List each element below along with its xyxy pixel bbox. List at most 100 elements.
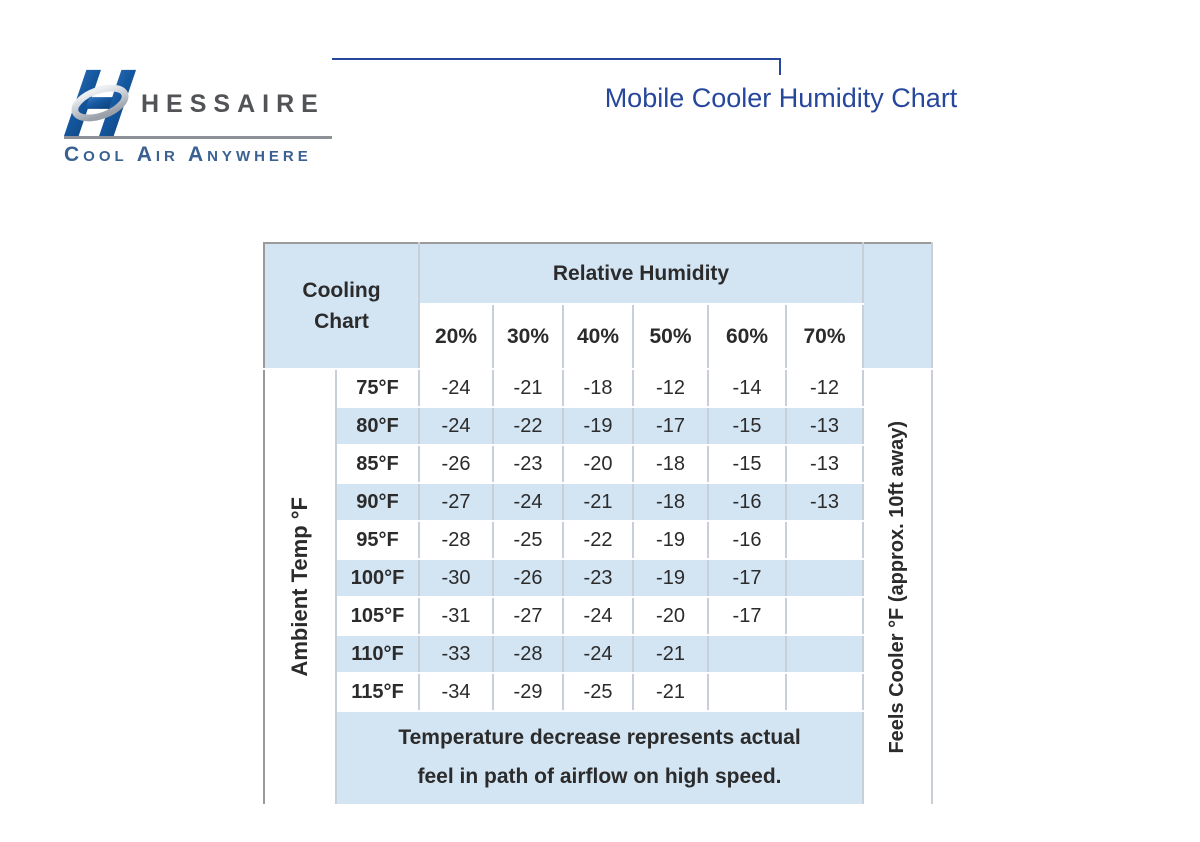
- humidity-value-cell: -14: [708, 369, 787, 408]
- table-row: 105°F -31 -27 -24 -20 -17: [264, 597, 932, 636]
- humidity-value-cell: -21: [493, 369, 564, 408]
- humidity-value-cell: -12: [633, 369, 709, 408]
- humidity-value-cell: [708, 635, 787, 674]
- footnote-text: feel in path of airflow on high speed.: [417, 765, 782, 788]
- humidity-value-cell: [786, 559, 864, 598]
- humidity-value-cell: -21: [633, 635, 709, 674]
- humidity-value-cell: -34: [419, 673, 494, 712]
- humidity-value-cell: -31: [419, 597, 494, 636]
- temp-label-cell: 115°F: [336, 673, 420, 712]
- humidity-value-cell: -27: [419, 483, 494, 522]
- humidity-value-cell: -24: [563, 635, 634, 674]
- feels-cooler-axis-label: Feels Cooler °F (approx. 10ft away): [886, 420, 908, 754]
- footnote-row: Temperature decrease represents actual fe…: [264, 711, 932, 806]
- humidity-value-cell: -22: [563, 521, 634, 560]
- humidity-value-cell: -24: [493, 483, 564, 522]
- brand-tagline: Cool Air Anywhere: [64, 143, 312, 166]
- humidity-value-cell: -28: [493, 635, 564, 674]
- humidity-col-header: 60%: [708, 304, 787, 370]
- humidity-value-cell: -18: [633, 445, 709, 484]
- humidity-value-cell: -26: [419, 445, 494, 484]
- title-bracket-line: [332, 58, 781, 75]
- humidity-value-cell: -16: [708, 521, 787, 560]
- table-row: 90°F -27 -24 -21 -18 -16 -13: [264, 483, 932, 522]
- ambient-temp-axis-label: Ambient Temp °F: [287, 497, 312, 677]
- temp-label-cell: 105°F: [336, 597, 420, 636]
- temp-label-cell: 95°F: [336, 521, 420, 560]
- humidity-value-cell: -18: [563, 369, 634, 408]
- humidity-value-cell: -15: [708, 445, 787, 484]
- humidity-value-cell: -17: [633, 407, 709, 446]
- humidity-value-cell: -24: [419, 369, 494, 408]
- temp-label-cell: 75°F: [336, 369, 420, 408]
- humidity-value-cell: -18: [633, 483, 709, 522]
- humidity-value-cell: -19: [633, 521, 709, 560]
- humidity-col-header: 30%: [493, 304, 564, 370]
- humidity-value-cell: -20: [633, 597, 709, 636]
- feels-cooler-header-spacer: [863, 243, 933, 370]
- humidity-col-header: 50%: [633, 304, 709, 370]
- humidity-value-cell: -13: [786, 407, 864, 446]
- humidity-value-cell: -21: [563, 483, 634, 522]
- humidity-value-cell: -22: [493, 407, 564, 446]
- hessaire-h-icon: [63, 69, 137, 137]
- relative-humidity-header: Relative Humidity: [419, 243, 864, 305]
- table-row: 115°F -34 -29 -25 -21: [264, 673, 932, 712]
- humidity-value-cell: -15: [708, 407, 787, 446]
- table-row: 80°F -24 -22 -19 -17 -15 -13: [264, 407, 932, 446]
- humidity-value-cell: -30: [419, 559, 494, 598]
- table-header-row-group: Cooling Chart Relative Humidity: [264, 243, 933, 370]
- table-row: 100°F -30 -26 -23 -19 -17: [264, 559, 932, 598]
- humidity-value-cell: -12: [786, 369, 864, 408]
- humidity-value-cell: -19: [633, 559, 709, 598]
- brand-name: HESSAIRE: [141, 90, 325, 118]
- table-row: Ambient Temp °F 75°F -24 -21 -18 -12 -14 -12 Fee…: [264, 369, 933, 806]
- humidity-col-header: 70%: [786, 304, 864, 370]
- humidity-value-cell: -29: [493, 673, 564, 712]
- humidity-value-cell: -23: [563, 559, 634, 598]
- humidity-value-cell: -25: [493, 521, 564, 560]
- footnote-cell: Temperature decrease represents actual fe…: [336, 711, 864, 806]
- temp-label-cell: 100°F: [336, 559, 420, 598]
- humidity-value-cell: -28: [419, 521, 494, 560]
- temp-label-cell: 90°F: [336, 483, 420, 522]
- table-row: 95°F -28 -25 -22 -19 -16: [264, 521, 932, 560]
- humidity-value-cell: -25: [563, 673, 634, 712]
- humidity-value-cell: -33: [419, 635, 494, 674]
- humidity-value-cell: -24: [563, 597, 634, 636]
- footnote-text: Temperature decrease represents actual: [398, 726, 801, 750]
- humidity-col-header: 20%: [419, 304, 494, 370]
- feels-cooler-axis-cell: Feels Cooler °F (approx. 10ft away): [863, 369, 933, 806]
- temp-label-cell: 80°F: [336, 407, 420, 446]
- corner-label-line1: Cooling: [302, 279, 381, 302]
- humidity-col-header: 40%: [563, 304, 634, 370]
- humidity-value-cell: -17: [708, 597, 787, 636]
- humidity-value-cell: [786, 635, 864, 674]
- humidity-value-cell: -16: [708, 483, 787, 522]
- page-title: Mobile Cooler Humidity Chart: [604, 83, 958, 113]
- humidity-value-cell: [786, 597, 864, 636]
- humidity-value-cell: [786, 673, 864, 712]
- humidity-value-cell: -17: [708, 559, 787, 598]
- ambient-temp-axis-cell: Ambient Temp °F: [264, 369, 337, 806]
- humidity-value-cell: [786, 521, 864, 560]
- temp-label-cell: 110°F: [336, 635, 420, 674]
- temp-label-cell: 85°F: [336, 445, 420, 484]
- humidity-value-cell: -13: [786, 483, 864, 522]
- humidity-value-cell: -23: [493, 445, 564, 484]
- corner-label-line2: Chart: [314, 310, 369, 333]
- humidity-value-cell: [708, 673, 787, 712]
- humidity-value-cell: -21: [633, 673, 709, 712]
- logo-divider: [64, 136, 332, 139]
- humidity-value-cell: -27: [493, 597, 564, 636]
- humidity-value-cell: -24: [419, 407, 494, 446]
- humidity-value-cell: -13: [786, 445, 864, 484]
- humidity-value-cell: -19: [563, 407, 634, 446]
- cooling-chart-table: Cooling Chart Relative Humidity 20% 30% 40…: [263, 242, 933, 806]
- table-row: 110°F -33 -28 -24 -21: [264, 635, 932, 674]
- humidity-percent-row: 20% 30% 40% 50% 60% 70%: [264, 304, 932, 370]
- table-row: 85°F -26 -23 -20 -18 -15 -13: [264, 445, 932, 484]
- humidity-value-cell: -20: [563, 445, 634, 484]
